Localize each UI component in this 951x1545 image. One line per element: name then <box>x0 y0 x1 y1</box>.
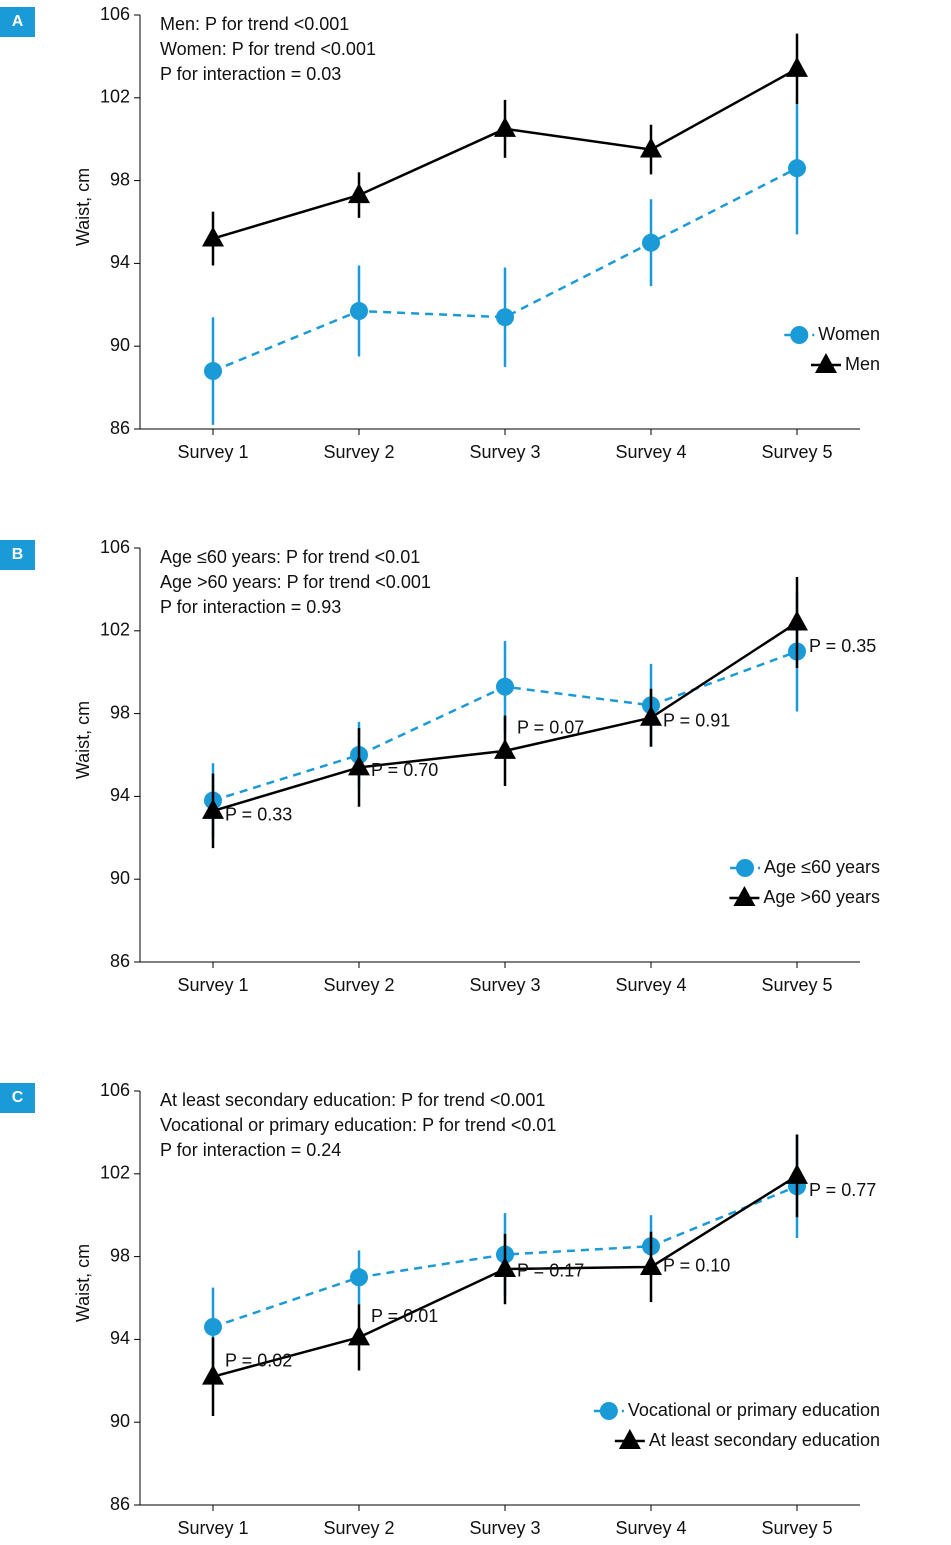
point-label: P = 0.02 <box>225 1351 292 1371</box>
panel-label-box <box>0 540 35 570</box>
point <box>202 798 224 819</box>
y-tick-label: 86 <box>110 1494 130 1514</box>
annotation: Vocational or primary education: P for t… <box>160 1115 556 1135</box>
legend-label: Men <box>845 354 880 374</box>
y-tick-label: 106 <box>100 1080 130 1100</box>
y-tick-label: 94 <box>110 785 130 805</box>
point-label: P = 0.10 <box>663 1255 730 1275</box>
legend-marker <box>736 859 755 877</box>
legend-label: Age >60 years <box>763 887 880 907</box>
y-tick-label: 86 <box>110 951 130 971</box>
x-tick-label: Survey 2 <box>323 442 394 462</box>
point <box>640 1254 662 1275</box>
y-tick-label: 90 <box>110 1411 130 1431</box>
y-tick-label: 94 <box>110 1328 130 1348</box>
legend-label: At least secondary education <box>649 1430 880 1450</box>
y-tick-label: 98 <box>110 702 130 722</box>
point <box>204 1317 222 1336</box>
point <box>786 610 808 631</box>
x-tick-label: Survey 1 <box>177 1518 248 1538</box>
panel-label: C <box>12 1089 24 1106</box>
annotation: P for interaction = 0.24 <box>160 1140 341 1160</box>
x-tick-label: Survey 4 <box>615 975 686 995</box>
x-tick-label: Survey 3 <box>469 442 540 462</box>
point <box>348 1325 370 1346</box>
legend-marker <box>814 353 837 373</box>
point <box>642 233 660 252</box>
y-tick-label: 94 <box>110 252 130 272</box>
x-tick-label: Survey 4 <box>615 442 686 462</box>
y-axis-label: Waist, cm <box>73 168 93 246</box>
point <box>640 137 662 158</box>
point <box>204 362 222 381</box>
point <box>788 159 806 178</box>
point-label: P = 0.77 <box>809 1180 876 1200</box>
point-label: P = 0.17 <box>517 1261 584 1281</box>
legend-label: Vocational or primary education <box>628 1400 880 1420</box>
legend-marker <box>618 1429 641 1449</box>
x-tick-label: Survey 5 <box>761 442 832 462</box>
y-axis-label: Waist, cm <box>73 701 93 779</box>
panel-label-box <box>0 7 35 37</box>
legend-label: Women <box>818 324 880 344</box>
point <box>786 1163 808 1184</box>
x-tick-label: Survey 3 <box>469 975 540 995</box>
point <box>350 1268 368 1287</box>
point-label: P = 0.01 <box>371 1306 438 1326</box>
x-tick-label: Survey 1 <box>177 442 248 462</box>
annotation: Women: P for trend <0.001 <box>160 39 376 59</box>
point <box>348 183 370 204</box>
y-tick-label: 98 <box>110 1245 130 1265</box>
point <box>202 226 224 247</box>
x-tick-label: Survey 3 <box>469 1518 540 1538</box>
y-tick-label: 102 <box>100 620 130 640</box>
x-tick-label: Survey 2 <box>323 1518 394 1538</box>
point <box>494 116 516 137</box>
y-tick-label: 102 <box>100 1163 130 1183</box>
panel-label-box <box>0 1083 35 1113</box>
point-label: P = 0.33 <box>225 804 292 824</box>
x-tick-label: Survey 5 <box>761 1518 832 1538</box>
legend-marker <box>599 1402 618 1420</box>
legend-marker <box>733 886 756 906</box>
y-tick-label: 106 <box>100 4 130 24</box>
point <box>786 56 808 77</box>
point <box>348 755 370 776</box>
annotation: Age >60 years: P for trend <0.001 <box>160 572 431 592</box>
point <box>640 705 662 726</box>
annotation: At least secondary education: P for tren… <box>160 1090 545 1110</box>
x-tick-label: Survey 5 <box>761 975 832 995</box>
y-tick-label: 86 <box>110 418 130 438</box>
legend-label: Age ≤60 years <box>764 857 880 877</box>
annotation: P for interaction = 0.03 <box>160 64 341 84</box>
point <box>496 308 514 327</box>
point-label: P = 0.70 <box>371 760 438 780</box>
y-tick-label: 102 <box>100 87 130 107</box>
x-tick-label: Survey 4 <box>615 1518 686 1538</box>
y-tick-label: 98 <box>110 169 130 189</box>
point <box>350 302 368 321</box>
point-label: P = 0.35 <box>809 636 876 656</box>
annotation: Men: P for trend <0.001 <box>160 14 349 34</box>
annotation: P for interaction = 0.93 <box>160 597 341 617</box>
panel-label: A <box>12 13 24 30</box>
x-tick-label: Survey 2 <box>323 975 394 995</box>
y-tick-label: 90 <box>110 868 130 888</box>
point <box>496 677 514 696</box>
point-label: P = 0.07 <box>517 718 584 738</box>
y-axis-label: Waist, cm <box>73 1244 93 1322</box>
y-tick-label: 90 <box>110 335 130 355</box>
point <box>494 738 516 759</box>
y-tick-label: 106 <box>100 537 130 557</box>
legend-marker <box>790 326 809 344</box>
point <box>494 1257 516 1278</box>
x-tick-label: Survey 1 <box>177 975 248 995</box>
annotation: Age ≤60 years: P for trend <0.01 <box>160 547 420 567</box>
series-line <box>212 167 798 373</box>
panel-label: B <box>12 546 24 563</box>
point-label: P = 0.91 <box>663 710 730 730</box>
point <box>202 1364 224 1385</box>
